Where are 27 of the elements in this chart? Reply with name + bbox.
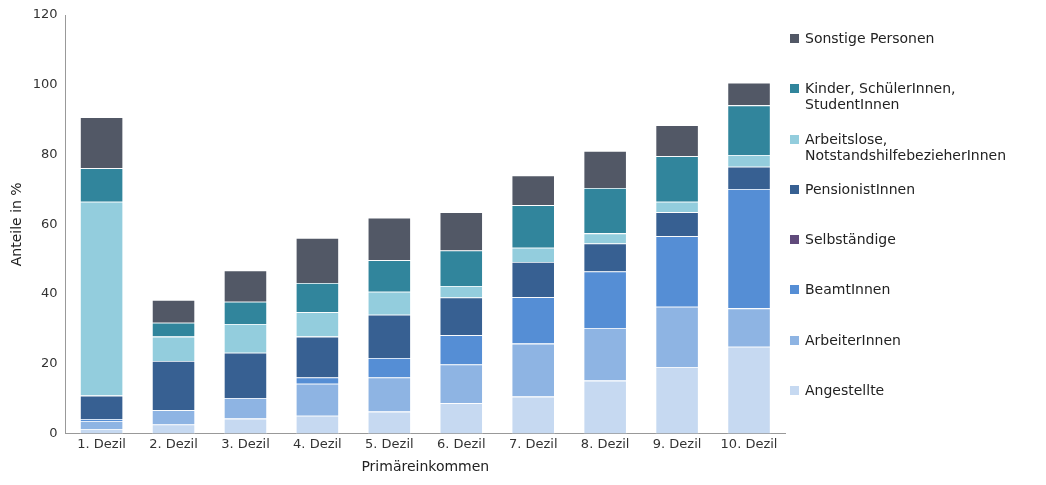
y-tick-label: 40 [41,285,58,301]
x-axis-title: Primäreinkommen [361,458,490,475]
x-tick-label: 2. Dezil [149,435,198,451]
y-axis-title: Anteile in % [8,182,25,267]
y-tick-label: 60 [41,215,58,231]
x-tick-label: 6. Dezil [436,435,486,451]
legend-label: PensionistInnen [805,180,916,197]
x-tick-label: 8. Dezil [580,435,630,451]
legend-label: ArbeiterInnen [805,331,901,348]
x-tick-label: 3. Dezil [221,435,270,451]
x-tick-label: 5. Dezil [365,435,414,451]
legend-label: Sonstige Personen [805,30,935,46]
y-tick-label: 80 [41,145,58,161]
legend-label: Kinder, SchülerInnen, StudentInnen [805,80,957,113]
y-tick-label: 120 [32,6,58,22]
x-tick-label: 4. Dezil [293,435,342,451]
x-tick-label: 9. Dezil [652,435,702,451]
x-tick-label: 10. Dezil [720,435,778,451]
x-tick-label: 7. Dezil [508,435,558,451]
y-tick-label: 100 [32,76,58,92]
legend-label: Angestellte [805,381,885,398]
legend-label: Selbständige [805,231,896,248]
x-tick-label: 1. Dezil [77,435,126,451]
legend-label: Arbeitslose, NotstandshilfebezieherInnen [805,130,1008,163]
legend-label: BeamtInnen [805,281,891,298]
y-tick-label: 0 [49,424,58,440]
y-tick-label: 20 [41,355,58,371]
